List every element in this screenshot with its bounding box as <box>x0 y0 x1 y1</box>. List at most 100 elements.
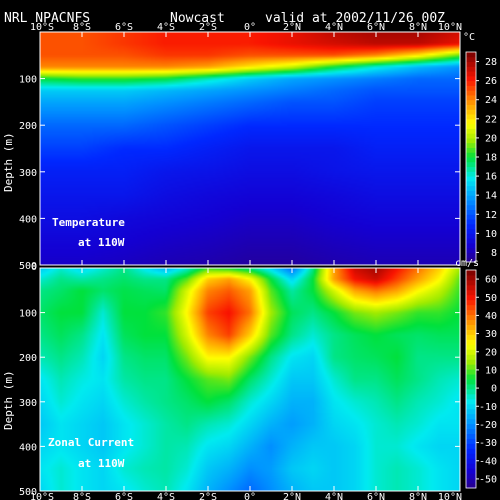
colorbar-swatch <box>466 71 476 77</box>
zonal-current-field <box>40 268 460 491</box>
temperature-sublabel: at 110W <box>78 236 125 249</box>
colorbar-swatch <box>466 133 476 139</box>
lat-tick-label: 8°S <box>73 22 91 33</box>
colorbar-swatch <box>466 195 476 201</box>
colorbar-swatch <box>466 157 476 163</box>
colorbar-swatch <box>466 99 476 105</box>
colorbar-swatch <box>466 61 476 67</box>
colorbar-tick-label: -50 <box>479 474 497 485</box>
colorbar-swatch <box>466 166 476 172</box>
product-title: Nowcast <box>170 11 225 26</box>
colorbar-frame <box>465 269 477 489</box>
colorbar-swatch <box>466 423 476 430</box>
colorbar-swatch <box>466 438 476 444</box>
zonal-current-panel: 10°S 8°S 6°S 4°S 2°S 0° 2°N 4°N 6°N 8°N 10°N 01002… <box>2 258 497 500</box>
colorbar-swatch <box>466 359 476 365</box>
lat-tick-label: 8°N <box>409 22 427 33</box>
zonal-current-depth-ticks: 0 100 200 300 400 500 <box>19 262 460 498</box>
colorbar-swatch <box>466 383 476 390</box>
colorbar-swatch <box>466 314 476 321</box>
colorbar-swatch <box>466 393 476 400</box>
lat-tick-label: 6°S <box>115 492 133 500</box>
colorbar-swatch <box>466 369 476 375</box>
depth-tick-label: 200 <box>19 353 37 364</box>
colorbar-swatch <box>466 171 476 177</box>
depth-tick-label: 100 <box>19 75 37 86</box>
colorbar-tick-label: 20 <box>485 133 497 144</box>
lat-tick-label: 4°S <box>157 492 175 500</box>
temperature-field <box>40 32 460 265</box>
colorbar-tick-label: 0 <box>491 384 497 395</box>
colorbar-swatch <box>466 443 476 449</box>
colorbar-swatch <box>466 252 476 258</box>
colorbar-swatch <box>466 478 476 484</box>
colorbar-swatch <box>466 199 476 206</box>
colorbar-swatch <box>466 294 476 301</box>
colorbar-swatch <box>466 408 476 415</box>
colorbar-swatch <box>466 309 476 316</box>
colorbar-swatch <box>466 85 476 91</box>
colorbar-tick-label: -30 <box>479 438 497 449</box>
colorbar-swatch <box>466 94 476 101</box>
colorbar-tick-label: 26 <box>485 76 497 87</box>
colorbar-swatch <box>466 180 476 187</box>
zonal-current-colorbar: -50 -40 -30 -20 -10 0 10 20 30 40 50 60 <box>465 269 497 489</box>
colorbar-swatch <box>466 483 476 489</box>
depth-tick-label: 100 <box>19 309 37 320</box>
colorbar-swatch <box>466 214 476 220</box>
colorbar-swatch <box>466 128 476 134</box>
colorbar-swatch <box>466 339 476 345</box>
lat-tick-label: 4°S <box>157 22 175 33</box>
lat-tick-label: 0° <box>244 22 256 33</box>
colorbar-swatch <box>466 176 476 182</box>
lat-tick-label: 0° <box>244 492 256 500</box>
lat-tick-label: 2°S <box>199 492 217 500</box>
depth-tick-label: 0 <box>31 262 37 273</box>
colorbar-swatch <box>466 428 476 434</box>
temperature-unit: °C <box>463 32 475 43</box>
lat-tick-label: 6°N <box>367 492 385 500</box>
colorbar-swatch <box>466 80 476 86</box>
temperature-ylabel: Depth (m) <box>2 132 15 192</box>
colorbar-tick-label: 14 <box>485 191 497 202</box>
temperature-lat-ticks: 10°S 8°S 6°S 4°S 2°S 0° 2°N 4°N 6°N 8°N 10°N <box>30 22 462 265</box>
colorbar-swatch <box>466 257 476 263</box>
colorbar-tick-label: 10 <box>485 229 497 240</box>
lat-tick-label: 4°N <box>325 492 343 500</box>
colorbar-swatch <box>466 379 476 385</box>
colorbar-swatch <box>466 334 476 340</box>
colorbar-swatch <box>466 349 476 355</box>
colorbar-swatch <box>466 398 476 405</box>
colorbar-swatch <box>466 468 476 474</box>
colorbar-swatch <box>466 344 476 350</box>
colorbar-swatch <box>466 304 476 311</box>
colorbar-swatch <box>466 270 476 276</box>
lat-tick-label: 4°N <box>325 22 343 33</box>
colorbar-tick-label: -40 <box>479 456 497 467</box>
lat-tick-label: 10°S <box>30 492 54 500</box>
temperature-panel: 10°S 8°S 6°S 4°S 2°S 0° 2°N 4°N 6°N 8°N 10°N 10020… <box>2 22 497 272</box>
lat-tick-label: 8°S <box>73 492 91 500</box>
colorbar-swatch <box>466 279 476 286</box>
colorbar-tick-label: 40 <box>485 311 497 322</box>
colorbar-swatch <box>466 374 476 380</box>
lat-tick-label: 8°N <box>409 492 427 500</box>
zonal-current-sublabel: at 110W <box>78 457 125 470</box>
colorbar-swatch <box>466 354 476 360</box>
colorbar-swatch <box>466 123 476 129</box>
colorbar-swatch <box>466 185 476 191</box>
colorbar-swatch <box>466 433 476 439</box>
colorbar-tick-label: 50 <box>485 293 497 304</box>
zonal-current-lat-ticks: 10°S 8°S 6°S 4°S 2°S 0° 2°N 4°N 6°N 8°N 10°N <box>30 268 462 500</box>
colorbar-swatch <box>466 284 476 291</box>
colorbar-swatch <box>466 403 476 410</box>
temperature-label: Temperature <box>52 216 125 229</box>
colorbar-tick-label: 8 <box>491 248 497 259</box>
lat-tick-label: 2°N <box>283 22 301 33</box>
colorbar-tick-label: 12 <box>485 210 497 221</box>
colorbar-swatch <box>466 190 476 196</box>
depth-tick-label: 500 <box>19 487 37 498</box>
lat-tick-label: 2°N <box>283 492 301 500</box>
colorbar-swatch <box>466 152 476 158</box>
